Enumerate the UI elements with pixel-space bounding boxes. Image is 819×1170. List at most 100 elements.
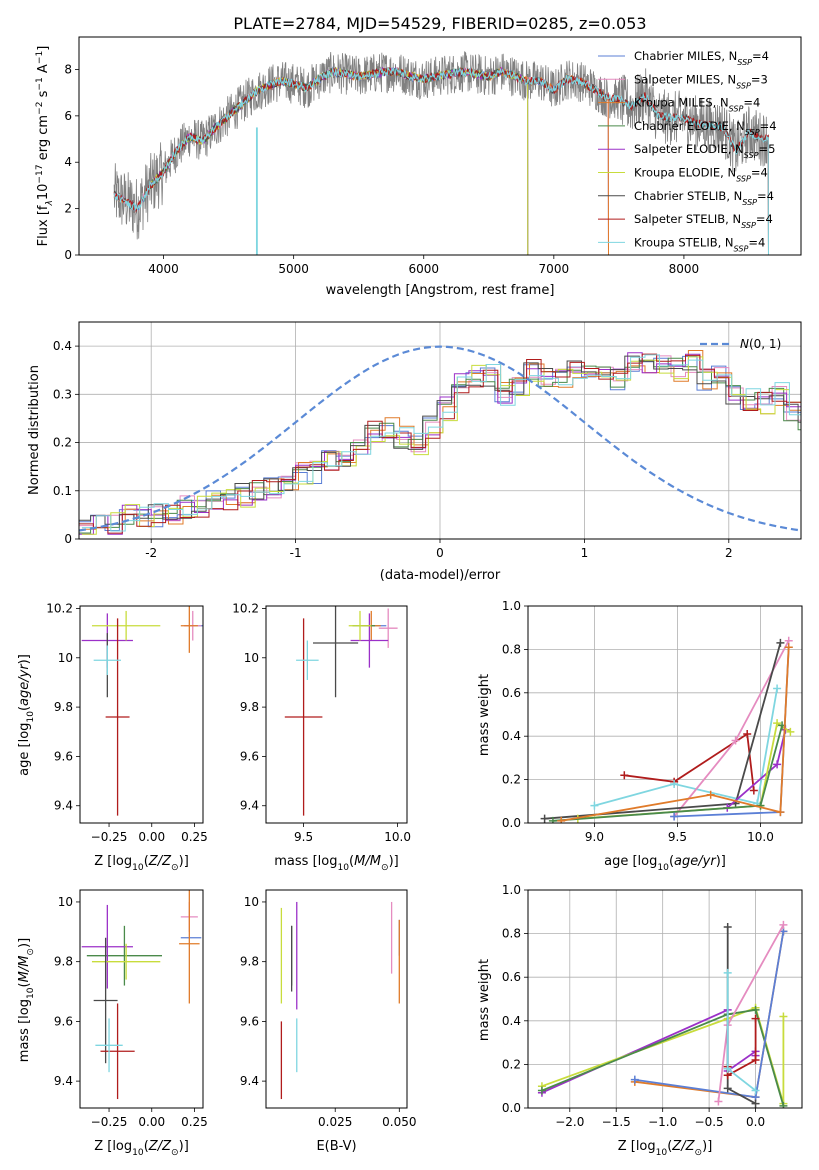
spectrum-panel: 4000 5000 6000 7000 8000 0 2 4 6 8 Chabrier MILES,… <box>35 36 802 298</box>
weight-marker <box>749 786 758 795</box>
error-point-kroupa-miles <box>179 890 200 1004</box>
mass-vs-metallicity-panel: −0.25 0.00 0.25 9.4 9.6 9.8 10 Z [log10(Z/Z⊙)] m… <box>17 889 208 1158</box>
x-tick-label: 0.050 <box>382 1115 416 1129</box>
x-tick-label: 9.5 <box>668 830 687 844</box>
weight-marker <box>751 1099 760 1108</box>
weight-line <box>726 972 757 1092</box>
y-tick-label: 0.3 <box>53 387 72 401</box>
y-tick-label: 0 <box>64 532 72 546</box>
y-tick-label: 10 <box>244 651 259 665</box>
plot-area <box>280 901 400 1100</box>
histogram-chabrier-miles <box>79 355 801 531</box>
x-tick-label: −1.5 <box>602 1115 631 1129</box>
model-spectrum-kroupa-stelib <box>113 66 769 255</box>
y-tick-label: 9.8 <box>240 955 259 969</box>
plot-area <box>284 606 398 816</box>
weight-series-chabrier-miles <box>670 643 793 821</box>
x-axis-label: Z [log10(Z/Z⊙)] <box>94 854 189 873</box>
error-point-salpeter-elodie <box>81 904 133 989</box>
weight-series-kroupa-stelib <box>723 968 760 1095</box>
y-tick-label: 0.2 <box>53 436 72 450</box>
model-spectrum-chabrier-elodie <box>150 67 529 255</box>
error-point-kroupa-elodie <box>91 610 161 641</box>
mass-weight-vs-age-panel: 9.0 9.5 10.0 0.0 0.2 0.4 0.6 0.8 1.0 age [log10(a… <box>477 599 803 873</box>
weight-line <box>624 732 755 791</box>
model-spectrum-salpeter-miles <box>113 67 609 255</box>
mass-weight-vs-metallicity-panel: −2.0 −1.5 −1.0 −0.5 0.0 0.0 0.2 0.4 0.6 0.8 1.0 Z [… <box>477 883 803 1158</box>
x-axis-label: age [log10(age/yr)] <box>604 854 726 873</box>
plot-area <box>528 890 802 1108</box>
y-tick-label: 0.0 <box>502 1101 521 1115</box>
spectrum-legend: Chabrier MILES, NSSP=4 Salpeter MILES, NS… <box>598 49 777 253</box>
plot-area <box>113 51 769 255</box>
histogram-chabrier-elodie <box>79 357 801 534</box>
y-axis-label: Flux [fλ10−17 erg cm−2 s−1 A−1] <box>35 46 55 247</box>
y-axis-label: age [log10(age/yr)] <box>17 654 36 776</box>
plot-area <box>79 322 801 539</box>
x-tick-label: −0.5 <box>695 1115 724 1129</box>
weight-marker <box>751 1014 760 1023</box>
x-tick-label: 9.5 <box>294 830 313 844</box>
weight-marker <box>776 808 785 817</box>
weight-marker <box>751 1056 760 1065</box>
weight-marker <box>557 816 566 823</box>
y-tick-label: 1.0 <box>502 599 521 613</box>
x-axis-label: mass [log10(M/M⊙)] <box>274 854 398 873</box>
y-tick-label: 10 <box>58 651 73 665</box>
age-vs-metallicity-panel: −0.25 0.00 0.25 9.4 9.6 9.8 10 10.2 Z [log10(Z/Z… <box>17 601 208 873</box>
plot-area <box>528 606 802 823</box>
weight-marker <box>751 1086 760 1095</box>
y-tick-label: 9.8 <box>54 700 73 714</box>
y-tick-label: 6 <box>64 109 72 123</box>
weight-series-kroupa-miles <box>557 643 793 823</box>
x-axis-label: E(B-V) <box>316 1139 356 1154</box>
y-tick-label: 0.8 <box>502 927 521 941</box>
error-point-salpeter-miles <box>378 608 398 648</box>
y-tick-label: 4 <box>64 155 72 169</box>
histogram-salpeter-miles <box>79 355 801 528</box>
y-tick-label: 0.6 <box>502 686 521 700</box>
histogram-kroupa-stelib <box>81 354 801 532</box>
y-axis-label: mass weight <box>477 959 492 1041</box>
axes-frame <box>79 605 204 824</box>
error-point-kroupa-miles <box>180 606 198 653</box>
legend-entry: Chabrier STELIB, NSSP=4 <box>634 189 774 207</box>
weight-line <box>726 927 757 1105</box>
x-tick-label: −2.0 <box>555 1115 584 1129</box>
normal-distribution-curve <box>79 345 801 532</box>
legend-entry: Chabrier MILES, NSSP=4 <box>634 49 769 67</box>
model-spectrum-salpeter-elodie <box>150 66 529 255</box>
histogram-chabrier-stelib <box>79 355 801 525</box>
y-tick-label: 9.6 <box>240 1014 259 1028</box>
y-tick-label: 0.2 <box>502 1057 521 1071</box>
weight-marker <box>779 1101 788 1108</box>
weight-line <box>673 640 790 818</box>
residual-histogram-panel: -2 -1 0 1 2 0 0.1 0.2 0.3 0.4 N(0, 1) (data-model)/… <box>27 321 802 583</box>
weight-marker <box>773 719 782 728</box>
x-tick-label: 2 <box>725 546 733 560</box>
error-point-salpeter-stelib <box>284 618 323 816</box>
legend-entry: Kroupa STELIB, NSSP=4 <box>634 235 765 253</box>
x-axis-label: Z [log10(Z/Z⊙)] <box>618 1139 713 1158</box>
weight-marker <box>731 736 740 745</box>
histogram-salpeter-stelib <box>79 353 801 534</box>
x-tick-label: 0.0 <box>746 1115 765 1129</box>
axes-frame <box>265 889 408 1109</box>
x-tick-label: -1 <box>290 546 302 560</box>
y-tick-label: 0 <box>64 248 72 262</box>
weight-marker <box>779 920 788 929</box>
legend-entry: Chabrier ELODIE, NSSP=4 <box>634 119 777 137</box>
weight-marker <box>743 730 752 739</box>
x-tick-label: 10.0 <box>384 830 411 844</box>
y-tick-label: 0.0 <box>502 816 521 830</box>
y-tick-label: 1.0 <box>502 883 521 897</box>
y-tick-label: 10 <box>244 895 259 909</box>
error-point-kroupa-stelib <box>93 645 121 676</box>
weight-marker <box>773 760 782 769</box>
model-spectrum-kroupa-miles <box>113 66 609 255</box>
weight-line <box>541 1008 757 1094</box>
weight-marker <box>714 1097 723 1106</box>
legend-entry: Salpeter ELODIE, NSSP=5 <box>634 142 775 160</box>
error-point-kroupa-stelib <box>95 1018 123 1073</box>
